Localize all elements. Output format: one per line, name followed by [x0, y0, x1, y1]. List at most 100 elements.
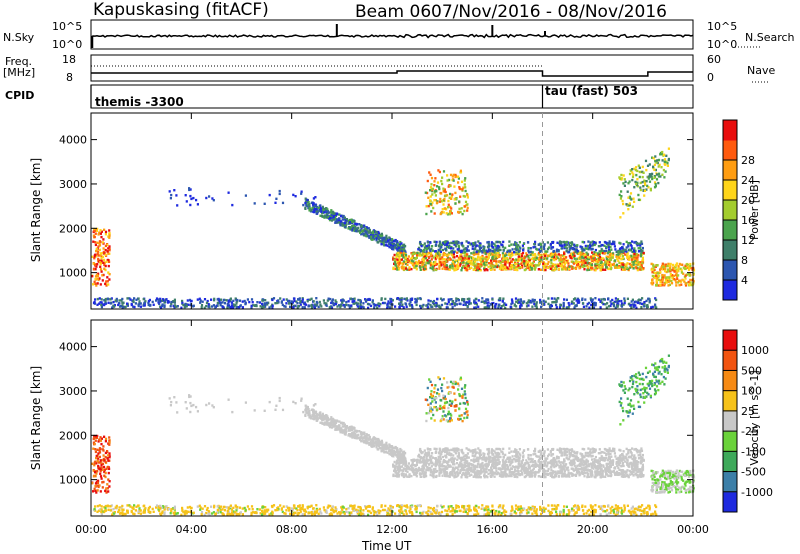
power-cell	[489, 268, 493, 271]
power-cell	[436, 201, 439, 204]
power-cell	[626, 267, 629, 271]
power-cell	[144, 300, 147, 303]
power-cell	[489, 303, 492, 306]
power-cell	[371, 301, 374, 304]
power-cell	[325, 304, 328, 307]
power-cell	[514, 266, 517, 269]
power-cell	[334, 220, 337, 223]
power-cell	[552, 240, 555, 244]
power-cell	[622, 212, 625, 215]
power-cell	[106, 243, 109, 247]
power-cell	[540, 305, 543, 309]
power-cell	[264, 303, 267, 307]
power-cell	[130, 303, 133, 307]
power-cell	[627, 208, 630, 211]
velocity-cell	[555, 510, 558, 514]
power-cell	[304, 197, 307, 200]
power-cell	[600, 251, 603, 254]
power-cell	[631, 247, 634, 250]
velocity-cell	[562, 513, 565, 516]
power-cell	[603, 249, 606, 253]
velocity-cell	[347, 511, 350, 514]
power-cell	[376, 241, 379, 244]
power-cell	[188, 187, 191, 190]
power-cell	[523, 300, 526, 303]
power-cell	[429, 189, 432, 192]
power-cell	[418, 266, 422, 269]
velocity-cell	[449, 510, 452, 513]
power-cell	[133, 297, 136, 300]
velocity-cell	[147, 507, 150, 510]
velocity-cell	[457, 506, 460, 509]
power-cell	[275, 197, 278, 200]
power-cell	[677, 267, 680, 270]
velocity-cell	[211, 512, 214, 515]
power-cell	[527, 249, 530, 252]
power-cell	[562, 255, 565, 259]
velocity-cell	[366, 509, 370, 513]
velocity-cell	[447, 505, 450, 508]
velocity-cell	[416, 504, 419, 507]
power-cell	[119, 304, 122, 308]
power-cell	[105, 284, 108, 287]
power-cell	[626, 254, 629, 258]
power-cell	[506, 266, 509, 269]
power-cell	[592, 260, 595, 263]
power-cell	[142, 304, 145, 307]
power-cell	[440, 192, 443, 195]
power-cell	[508, 257, 511, 260]
power-cell	[584, 256, 587, 259]
velocity-cell	[515, 512, 518, 515]
power-cell	[576, 301, 579, 304]
power-cell	[638, 242, 641, 246]
velocity-cell	[336, 512, 339, 515]
power-cell	[439, 197, 442, 201]
power-cell	[108, 236, 111, 239]
power-cell	[604, 303, 607, 306]
power-cell	[684, 277, 687, 280]
power-cell	[441, 208, 444, 211]
power-cell	[415, 266, 418, 269]
power-cell	[481, 300, 484, 303]
power-cell	[593, 301, 596, 305]
power-cell	[479, 256, 482, 259]
power-cell	[501, 299, 504, 302]
velocity-cell	[163, 512, 166, 516]
power-cell	[93, 300, 96, 304]
power-cell	[653, 181, 657, 184]
power-cell	[95, 228, 98, 231]
power-cell	[386, 306, 389, 309]
power-cell	[628, 202, 631, 205]
power-cell	[591, 244, 594, 247]
velocity-cell	[466, 512, 469, 515]
power-cell	[310, 304, 313, 307]
power-cell	[95, 284, 98, 287]
power-cell	[558, 258, 561, 261]
velocity-cell	[641, 504, 644, 507]
velocity-cell	[250, 505, 254, 508]
power-cell	[99, 229, 102, 232]
nsky-label: N.Sky	[3, 31, 35, 44]
power-cell	[383, 239, 386, 243]
power-cell	[628, 172, 632, 176]
power-cell	[304, 201, 307, 205]
power-cell	[609, 252, 612, 255]
velocity-cell	[93, 442, 96, 446]
power-cell	[443, 263, 446, 266]
velocity-cell	[593, 508, 596, 512]
power-cell	[176, 305, 179, 308]
power-cell	[455, 268, 458, 271]
power-cell	[564, 258, 567, 261]
power-cell	[99, 232, 102, 235]
power-cell	[517, 258, 520, 261]
velocity-cell	[503, 509, 506, 512]
power-cell	[457, 261, 460, 264]
power-cell	[307, 206, 310, 210]
power-cell	[532, 246, 535, 249]
cpid-segment-2: tau (fast) 503	[545, 84, 638, 98]
power-cell	[155, 299, 158, 302]
power-cell	[518, 249, 521, 253]
power-cell	[602, 258, 605, 261]
power-cell	[495, 252, 498, 255]
power-cell	[558, 306, 562, 309]
